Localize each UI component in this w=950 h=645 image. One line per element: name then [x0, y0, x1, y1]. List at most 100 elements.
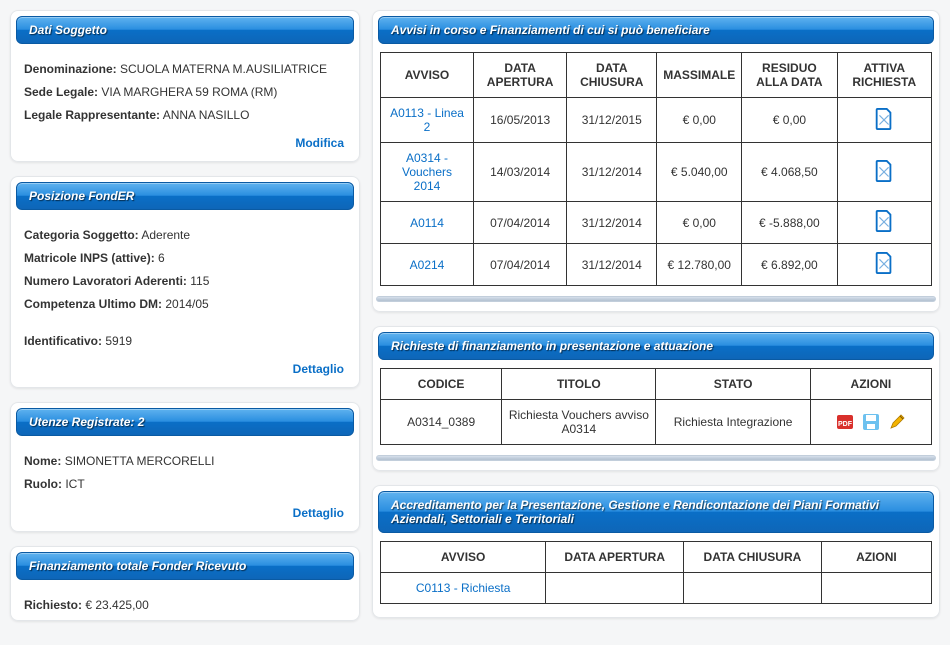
panel-body: Nome: SIMONETTA MERCORELLI Ruolo: ICT	[14, 444, 356, 500]
label-identificativo: Identificativo:	[24, 334, 102, 348]
table-row: A0114 07/04/201431/12/2014€ 0,00€ -5.888,…	[381, 202, 932, 244]
table-row: A0113 - Linea 216/05/201331/12/2015€ 0,0…	[381, 98, 932, 143]
label-matricole: Matricole INPS (attive):	[24, 251, 155, 265]
th-acc-azioni: AZIONI	[821, 542, 931, 573]
separator-bar	[376, 455, 936, 461]
value-denominazione: SCUOLA MATERNA M.AUSILIATRICE	[120, 62, 327, 76]
link-avviso[interactable]: A0113 - Linea 2	[390, 106, 464, 134]
cell-azioni: PDF	[810, 400, 931, 445]
panel-title-finanziamento: Finanziamento totale Fonder Ricevuto	[16, 552, 354, 580]
value-nome: SIMONETTA MERCORELLI	[65, 454, 215, 468]
cell-acc-azioni	[821, 573, 931, 604]
label-categoria: Categoria Soggetto:	[24, 228, 139, 242]
panel-accreditamento: Accreditamento per la Presentazione, Ges…	[372, 485, 940, 618]
panel-title-dati-soggetto: Dati Soggetto	[16, 16, 354, 44]
value-categoria: Aderente	[141, 228, 190, 242]
value-legale: ANNA NASILLO	[163, 108, 250, 122]
cell-codice: A0314_0389	[381, 400, 502, 445]
document-icon[interactable]	[873, 210, 895, 232]
cell-avviso[interactable]: A0113 - Linea 2	[381, 98, 474, 143]
edit-icon[interactable]	[887, 413, 907, 431]
document-icon[interactable]	[873, 252, 895, 274]
cell-residuo: € 4.068,50	[742, 143, 837, 202]
table-header-row: AVVISO DATA APERTURA DATA CHIUSURA AZION…	[381, 542, 932, 573]
link-modifica[interactable]: Modifica	[295, 136, 344, 150]
th-apertura: DATA APERTURA	[474, 53, 567, 98]
th-chiusura: DATA CHIUSURA	[567, 53, 657, 98]
table-accreditamento: AVVISO DATA APERTURA DATA CHIUSURA AZION…	[380, 541, 932, 604]
th-stato: STATO	[656, 369, 810, 400]
th-acc-avviso: AVVISO	[381, 542, 546, 573]
link-acc-avviso[interactable]: C0113 - Richiesta	[416, 581, 511, 595]
th-azioni: AZIONI	[810, 369, 931, 400]
cell-chiusura: 31/12/2014	[567, 244, 657, 286]
cell-massimale: € 5.040,00	[657, 143, 742, 202]
svg-text:PDF: PDF	[838, 421, 853, 428]
panel-title-richieste: Richieste di finanziamento in presentazi…	[378, 332, 934, 360]
panel-finanziamento-totale: Finanziamento totale Fonder Ricevuto Ric…	[10, 546, 360, 621]
cell-acc-apertura	[546, 573, 684, 604]
cell-avviso[interactable]: A0214	[381, 244, 474, 286]
table-row: A0314_0389Richiesta Vouchers avviso A031…	[381, 400, 932, 445]
table-header-row: AVVISO DATA APERTURA DATA CHIUSURA MASSI…	[381, 53, 932, 98]
cell-avviso[interactable]: A0314 - Vouchers 2014	[381, 143, 474, 202]
label-nome: Nome:	[24, 454, 61, 468]
pdf-icon[interactable]: PDF	[835, 413, 855, 431]
cell-stato: Richiesta Integrazione	[656, 400, 810, 445]
cell-massimale: € 0,00	[657, 202, 742, 244]
link-avviso[interactable]: A0214	[410, 258, 445, 272]
separator-bar	[376, 296, 936, 302]
label-numlav: Numero Lavoratori Aderenti:	[24, 274, 187, 288]
panel-title-posizione-fonder: Posizione FondER	[16, 182, 354, 210]
panel-title-accreditamento: Accreditamento per la Presentazione, Ges…	[378, 491, 934, 533]
link-avviso[interactable]: A0314 - Vouchers 2014	[402, 151, 452, 193]
link-avviso[interactable]: A0114	[410, 216, 444, 230]
panel-posizione-fonder: Posizione FondER Categoria Soggetto: Ade…	[10, 176, 360, 388]
label-ruolo: Ruolo:	[24, 477, 62, 491]
cell-apertura: 07/04/2014	[474, 202, 567, 244]
value-competenza: 2014/05	[165, 297, 208, 311]
link-dettaglio-utenze[interactable]: Dettaglio	[293, 506, 344, 520]
link-dettaglio-posizione[interactable]: Dettaglio	[293, 362, 344, 376]
cell-residuo: € 6.892,00	[742, 244, 837, 286]
label-sede: Sede Legale:	[24, 85, 98, 99]
table-row: C0113 - Richiesta	[381, 573, 932, 604]
cell-chiusura: 31/12/2014	[567, 202, 657, 244]
th-acc-apertura: DATA APERTURA	[546, 542, 684, 573]
th-attiva: ATTIVA RICHIESTA	[837, 53, 932, 98]
table-row: A021407/04/201431/12/2014€ 12.780,00€ 6.…	[381, 244, 932, 286]
value-sede: VIA MARGHERA 59 ROMA (RM)	[101, 85, 277, 99]
cell-attiva	[837, 98, 932, 143]
cell-avviso[interactable]: A0114	[381, 202, 474, 244]
cell-apertura: 14/03/2014	[474, 143, 567, 202]
panel-title-utenze: Utenze Registrate: 2	[16, 408, 354, 436]
table-avvisi: AVVISO DATA APERTURA DATA CHIUSURA MASSI…	[380, 52, 932, 286]
table-richieste: CODICE TITOLO STATO AZIONI A0314_0389Ric…	[380, 368, 932, 445]
table-header-row: CODICE TITOLO STATO AZIONI	[381, 369, 932, 400]
th-titolo: TITOLO	[502, 369, 656, 400]
label-legale: Legale Rappresentante:	[24, 108, 160, 122]
value-matricole: 6	[158, 251, 165, 265]
label-competenza: Competenza Ultimo DM:	[24, 297, 162, 311]
cell-attiva	[837, 143, 932, 202]
document-icon[interactable]	[873, 160, 895, 182]
cell-massimale: € 12.780,00	[657, 244, 742, 286]
cell-acc-avviso[interactable]: C0113 - Richiesta	[381, 573, 546, 604]
cell-residuo: € -5.888,00	[742, 202, 837, 244]
th-residuo: RESIDUO ALLA DATA	[742, 53, 837, 98]
panel-avvisi: Avvisi in corso e Finanziamenti di cui s…	[372, 10, 940, 312]
table-row: A0314 - Vouchers 201414/03/201431/12/201…	[381, 143, 932, 202]
cell-chiusura: 31/12/2015	[567, 98, 657, 143]
th-acc-chiusura: DATA CHIUSURA	[684, 542, 822, 573]
save-icon[interactable]	[861, 413, 881, 431]
document-icon[interactable]	[873, 108, 895, 130]
th-codice: CODICE	[381, 369, 502, 400]
cell-massimale: € 0,00	[657, 98, 742, 143]
cell-acc-chiusura	[684, 573, 822, 604]
value-ruolo: ICT	[65, 477, 84, 491]
value-richiesto: € 23.425,00	[85, 598, 148, 612]
label-richiesto: Richiesto:	[24, 598, 82, 612]
value-identificativo: 5919	[105, 334, 132, 348]
value-numlav: 115	[190, 274, 209, 288]
label-denominazione: Denominazione:	[24, 62, 117, 76]
